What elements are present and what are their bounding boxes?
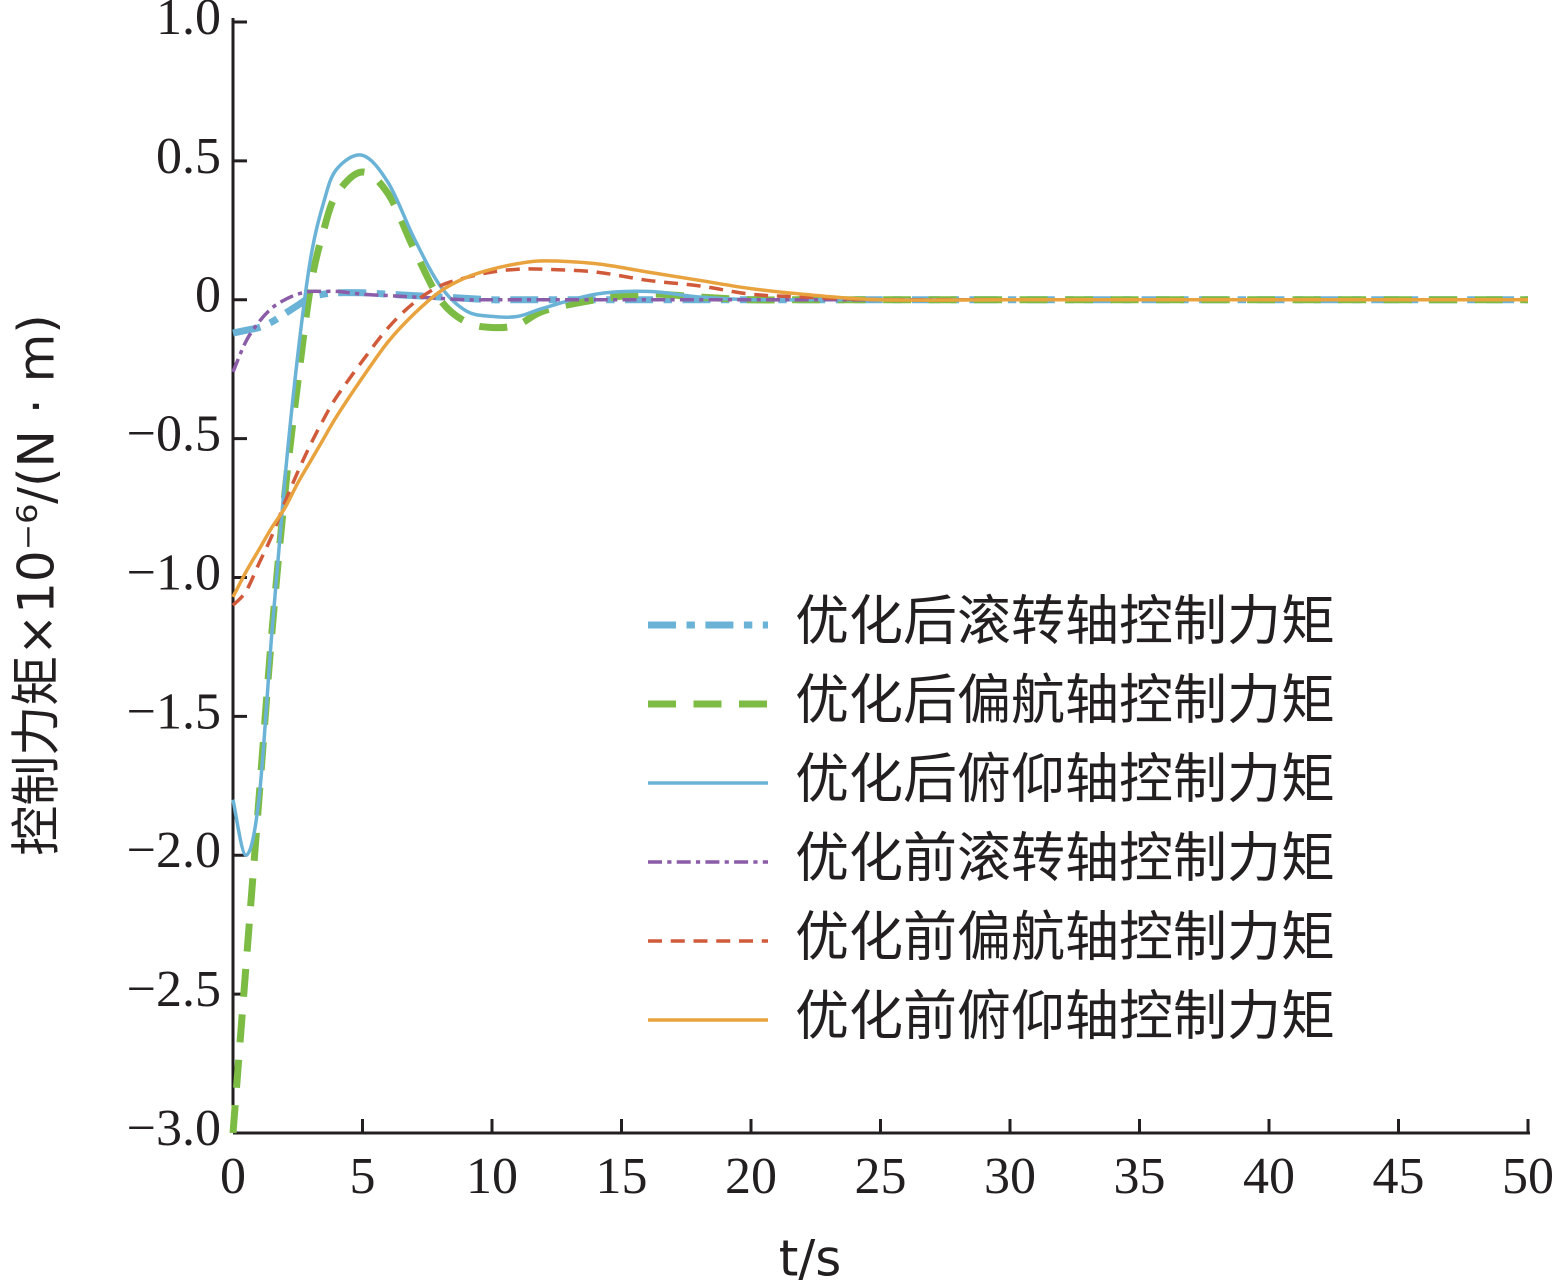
legend-label: 优化前俯仰轴控制力矩 (795, 985, 1335, 1048)
legend-label: 优化后滚转轴控制力矩 (795, 590, 1335, 653)
x-tick-label: 45 (1373, 1148, 1425, 1205)
legend-label: 优化后俯仰轴控制力矩 (795, 748, 1335, 811)
legend-label: 优化前滚转轴控制力矩 (795, 827, 1335, 890)
x-tick-label: 25 (855, 1148, 907, 1205)
x-tick-label: 5 (350, 1148, 376, 1205)
legend-label: 优化后偏航轴控制力矩 (795, 669, 1335, 732)
y-tick-label: −0.5 (127, 406, 221, 463)
x-tick-label: 50 (1502, 1148, 1554, 1205)
y-tick-label: −1.0 (127, 544, 221, 601)
y-axis-label: 控制力矩×10⁻⁶/(N · m) (8, 314, 66, 856)
y-tick-label: 0 (195, 267, 221, 324)
line-series (231, 267, 1528, 607)
y-tick-label: −2.5 (127, 961, 221, 1018)
line-series (231, 259, 1528, 598)
x-tick-label: 30 (984, 1148, 1036, 1205)
x-axis-label: t/s (779, 1230, 842, 1283)
y-tick-label: −1.5 (127, 683, 221, 740)
x-tick-label: 20 (725, 1148, 777, 1205)
x-tick-label: 0 (220, 1148, 246, 1205)
x-tick-label: 10 (466, 1148, 518, 1205)
y-tick-label: −2.0 (127, 822, 221, 879)
y-tick-label: 1.0 (156, 0, 221, 46)
x-tick-label: 15 (596, 1148, 648, 1205)
x-tick-label: 40 (1243, 1148, 1295, 1205)
x-tick-label: 35 (1114, 1148, 1166, 1205)
y-tick-label: 0.5 (156, 128, 221, 185)
y-tick-label: −3.0 (127, 1100, 221, 1157)
legend-label: 优化前偏航轴控制力矩 (795, 906, 1335, 969)
